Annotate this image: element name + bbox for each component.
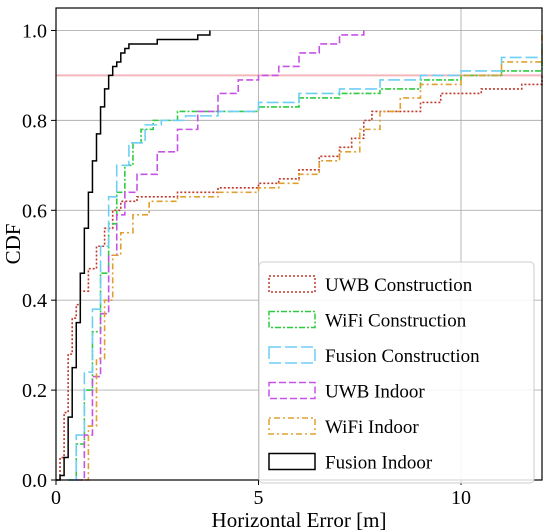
series-line: [80, 30, 543, 481]
series-line: [76, 30, 365, 481]
legend-label: WiFi Indoor: [325, 417, 419, 438]
x-axis-label: Horizontal Error [m]: [212, 508, 387, 531]
legend: UWB Construction WiFi Construction Fusion …: [258, 261, 535, 484]
legend-label: Fusion Indoor: [325, 453, 433, 474]
legend-label: Fusion Construction: [325, 346, 480, 367]
y-tick-label: 0.6: [22, 200, 47, 222]
legend-label: WiFi Construction: [325, 311, 467, 332]
legend-label: UWB Construction: [325, 275, 473, 296]
legend-swatch: [268, 417, 316, 435]
series-line: [68, 43, 543, 481]
y-tick-label: 0.4: [22, 290, 47, 312]
legend-box: [258, 261, 535, 484]
legend-swatch: [268, 346, 316, 364]
legend-swatch: [268, 275, 316, 293]
y-tick-label: 0.0: [22, 470, 47, 492]
legend-swatch: [268, 310, 316, 329]
legend-label: UWB Indoor: [325, 382, 425, 403]
legend-swatch: [268, 381, 316, 400]
x-tick-label: 0: [51, 487, 61, 509]
y-axis-label: CDF: [1, 224, 25, 265]
y-tick-label: 0.2: [22, 380, 47, 402]
x-tick-label: 10: [451, 487, 471, 509]
x-tick-label: 5: [254, 487, 264, 509]
series-line: [56, 30, 211, 481]
series-lines: [56, 30, 543, 481]
y-tick-label: 1.0: [22, 20, 47, 42]
axis-ticks: 0 5 10 0.0 0.2 0.4 0.6 0.8 1.0: [22, 20, 471, 509]
legend-swatch: [268, 452, 316, 471]
y-tick-label: 0.8: [22, 110, 47, 132]
